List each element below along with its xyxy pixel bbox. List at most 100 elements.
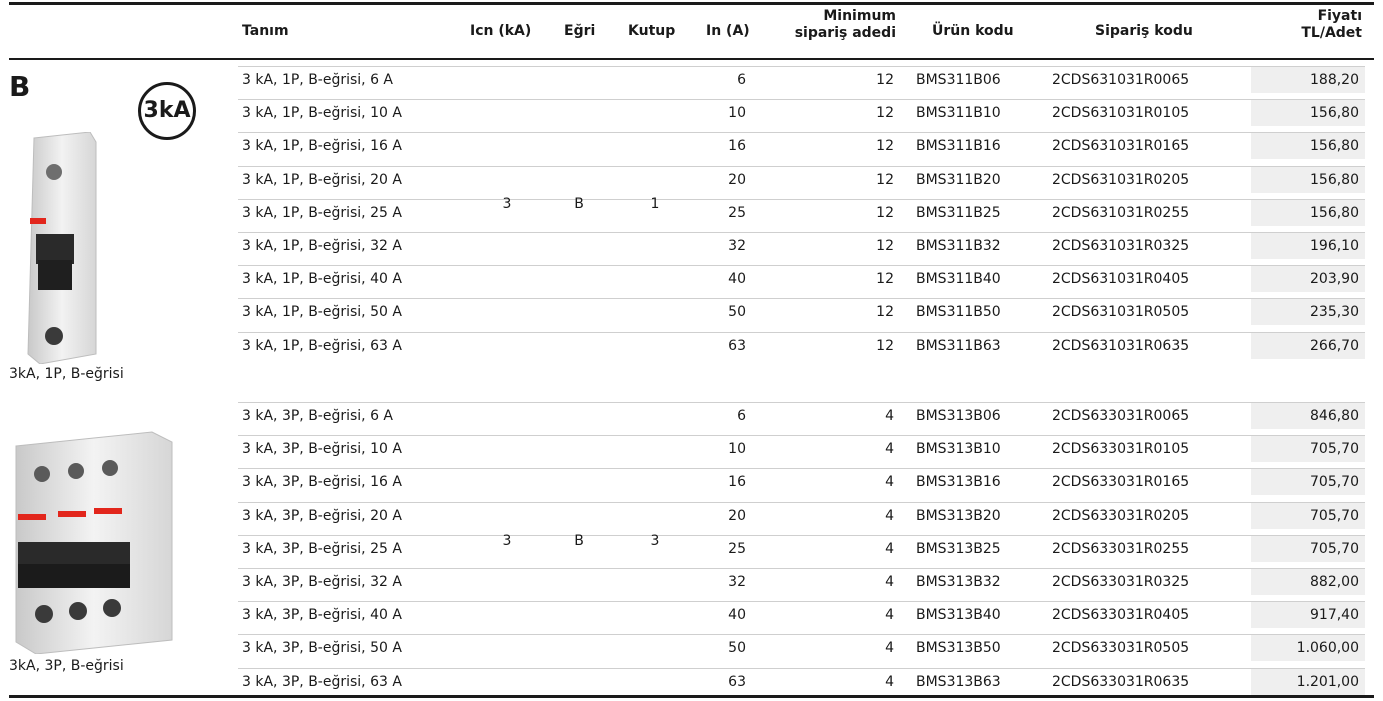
table-row: 3 kA, 1P, B-eğrisi, 16 A 16 12 BMS311B16 2CD… bbox=[238, 132, 1365, 160]
breaker-3p-image bbox=[15, 431, 173, 654]
cell-min-order: 4 bbox=[885, 474, 894, 491]
cell-order-code: 2CDS631031R0325 bbox=[1052, 238, 1190, 254]
table-row: 3 kA, 3P, B-eğrisi, 50 A 50 4 BMS313B50 2CDS… bbox=[238, 634, 1365, 662]
header-siparis: Sipariş kodu bbox=[1095, 23, 1193, 39]
cell-order-code: 2CDS631031R0635 bbox=[1052, 337, 1190, 354]
cell-price: 846,80 bbox=[1251, 403, 1365, 429]
cell-description: 3 kA, 1P, B-eğrisi, 63 A bbox=[242, 337, 402, 354]
cell-min-order: 4 bbox=[885, 507, 894, 524]
cell-order-code: 2CDS631031R0405 bbox=[1052, 271, 1190, 288]
cell-rated-current: 6 bbox=[737, 408, 746, 424]
cell-price: 235,30 bbox=[1251, 299, 1365, 326]
table-row: 3 kA, 1P, B-eğrisi, 63 A 63 12 BMS311B63 2CD… bbox=[238, 331, 1365, 359]
cell-price: 156,80 bbox=[1251, 166, 1365, 193]
header-tanim: Tanım bbox=[242, 23, 289, 39]
cell-min-order: 12 bbox=[876, 138, 894, 155]
cell-order-code: 2CDS631031R0065 bbox=[1052, 72, 1190, 88]
cell-order-code: 2CDS631031R0105 bbox=[1052, 105, 1190, 122]
cell-order-code: 2CDS633031R0105 bbox=[1052, 441, 1190, 458]
cell-rated-current: 40 bbox=[728, 271, 746, 288]
cell-product-code: BMS311B20 bbox=[916, 171, 1001, 188]
cell-price: 188,20 bbox=[1251, 67, 1365, 93]
cell-description: 3 kA, 1P, B-eğrisi, 20 A bbox=[242, 171, 402, 188]
table-row: 3 kA, 3P, B-eğrisi, 20 A 20 4 BMS313B20 2CDS… bbox=[238, 501, 1365, 529]
breaker-1p-image bbox=[27, 132, 97, 364]
cell-price: 156,80 bbox=[1251, 199, 1365, 226]
cell-product-code: BMS313B40 bbox=[916, 607, 1001, 624]
cell-rated-current: 6 bbox=[737, 72, 746, 88]
group-3p-egri: B bbox=[574, 533, 584, 549]
cell-rated-current: 32 bbox=[728, 574, 746, 590]
cell-price: 917,40 bbox=[1251, 602, 1365, 629]
cell-price: 203,90 bbox=[1251, 266, 1365, 293]
group-1p-icn: 3 bbox=[502, 196, 512, 212]
cell-price: 156,80 bbox=[1251, 133, 1365, 160]
cell-product-code: BMS313B50 bbox=[916, 640, 1001, 657]
cell-description: 3 kA, 1P, B-eğrisi, 6 A bbox=[242, 72, 394, 88]
header-icn: Icn (kA) bbox=[470, 23, 532, 39]
cell-order-code: 2CDS633031R0165 bbox=[1052, 474, 1190, 491]
cell-min-order: 12 bbox=[876, 271, 894, 288]
cell-price: 1.060,00 bbox=[1251, 635, 1365, 662]
cell-order-code: 2CDS631031R0505 bbox=[1052, 304, 1190, 321]
cell-product-code: BMS313B25 bbox=[916, 540, 1001, 557]
cell-price: 705,70 bbox=[1251, 502, 1365, 529]
cell-price: 1.201,00 bbox=[1251, 668, 1365, 695]
cell-description: 3 kA, 1P, B-eğrisi, 25 A bbox=[242, 204, 402, 221]
table-row: 3 kA, 3P, B-eğrisi, 32 A 32 4 BMS313B32 2CDS… bbox=[238, 568, 1365, 595]
table-row: 3 kA, 3P, B-eğrisi, 6 A 6 4 BMS313B06 2CDS63… bbox=[238, 402, 1365, 429]
caption-1p: 3kA, 1P, B-eğrisi bbox=[9, 366, 124, 382]
cell-rated-current: 40 bbox=[728, 607, 746, 624]
group-1p-egri: B bbox=[574, 196, 584, 212]
cell-order-code: 2CDS633031R0255 bbox=[1052, 540, 1190, 557]
cell-min-order: 4 bbox=[885, 640, 894, 657]
cell-description: 3 kA, 1P, B-eğrisi, 10 A bbox=[242, 105, 402, 122]
table-row: 3 kA, 3P, B-eğrisi, 10 A 10 4 BMS313B10 2CDS… bbox=[238, 435, 1365, 463]
table-row: 3 kA, 1P, B-eğrisi, 25 A 25 12 BMS311B25 2CD… bbox=[238, 198, 1365, 226]
cell-description: 3 kA, 3P, B-eğrisi, 20 A bbox=[242, 507, 402, 524]
table-row: 3 kA, 1P, B-eğrisi, 20 A 20 12 BMS311B20 2CD… bbox=[238, 165, 1365, 193]
cell-product-code: BMS311B32 bbox=[916, 238, 1001, 254]
cell-rated-current: 10 bbox=[728, 105, 746, 122]
cell-product-code: BMS313B06 bbox=[916, 408, 1001, 424]
cell-min-order: 4 bbox=[885, 408, 894, 424]
bottom-rule bbox=[9, 695, 1374, 698]
cell-description: 3 kA, 3P, B-eğrisi, 32 A bbox=[242, 574, 402, 590]
cell-rated-current: 20 bbox=[728, 507, 746, 524]
header-rule bbox=[9, 58, 1374, 60]
cell-order-code: 2CDS633031R0505 bbox=[1052, 640, 1190, 657]
cell-rated-current: 10 bbox=[728, 441, 746, 458]
cell-min-order: 12 bbox=[876, 72, 894, 88]
cell-description: 3 kA, 1P, B-eğrisi, 50 A bbox=[242, 304, 402, 321]
cell-product-code: BMS311B50 bbox=[916, 304, 1001, 321]
header-fiyat-line1: Fiyatı bbox=[1317, 8, 1362, 24]
cell-description: 3 kA, 3P, B-eğrisi, 40 A bbox=[242, 607, 402, 624]
cell-min-order: 4 bbox=[885, 540, 894, 557]
cell-min-order: 4 bbox=[885, 607, 894, 624]
header-min-line1: Minimum bbox=[823, 8, 896, 24]
cell-description: 3 kA, 3P, B-eğrisi, 25 A bbox=[242, 540, 402, 557]
cell-order-code: 2CDS631031R0255 bbox=[1052, 204, 1190, 221]
cell-min-order: 4 bbox=[885, 441, 894, 458]
cell-order-code: 2CDS633031R0635 bbox=[1052, 673, 1190, 690]
cell-price: 266,70 bbox=[1251, 332, 1365, 359]
cell-description: 3 kA, 3P, B-eğrisi, 50 A bbox=[242, 640, 402, 657]
cell-min-order: 12 bbox=[876, 204, 894, 221]
cell-rated-current: 25 bbox=[728, 204, 746, 221]
section-letter: B bbox=[9, 70, 31, 103]
cell-price: 156,80 bbox=[1251, 100, 1365, 127]
cell-order-code: 2CDS633031R0405 bbox=[1052, 607, 1190, 624]
cell-min-order: 12 bbox=[876, 304, 894, 321]
cell-price: 882,00 bbox=[1251, 569, 1365, 595]
header-min-line2: sipariş adedi bbox=[794, 25, 896, 41]
cell-rated-current: 50 bbox=[728, 304, 746, 321]
cell-product-code: BMS313B32 bbox=[916, 574, 1001, 590]
cell-order-code: 2CDS631031R0205 bbox=[1052, 171, 1190, 188]
cell-product-code: BMS313B16 bbox=[916, 474, 1001, 491]
cell-description: 3 kA, 1P, B-eğrisi, 40 A bbox=[242, 271, 402, 288]
cell-product-code: BMS311B40 bbox=[916, 271, 1001, 288]
header-fiyat: Fiyatı TL/Adet bbox=[1262, 8, 1362, 42]
cell-product-code: BMS313B20 bbox=[916, 507, 1001, 524]
cell-description: 3 kA, 1P, B-eğrisi, 16 A bbox=[242, 138, 402, 155]
